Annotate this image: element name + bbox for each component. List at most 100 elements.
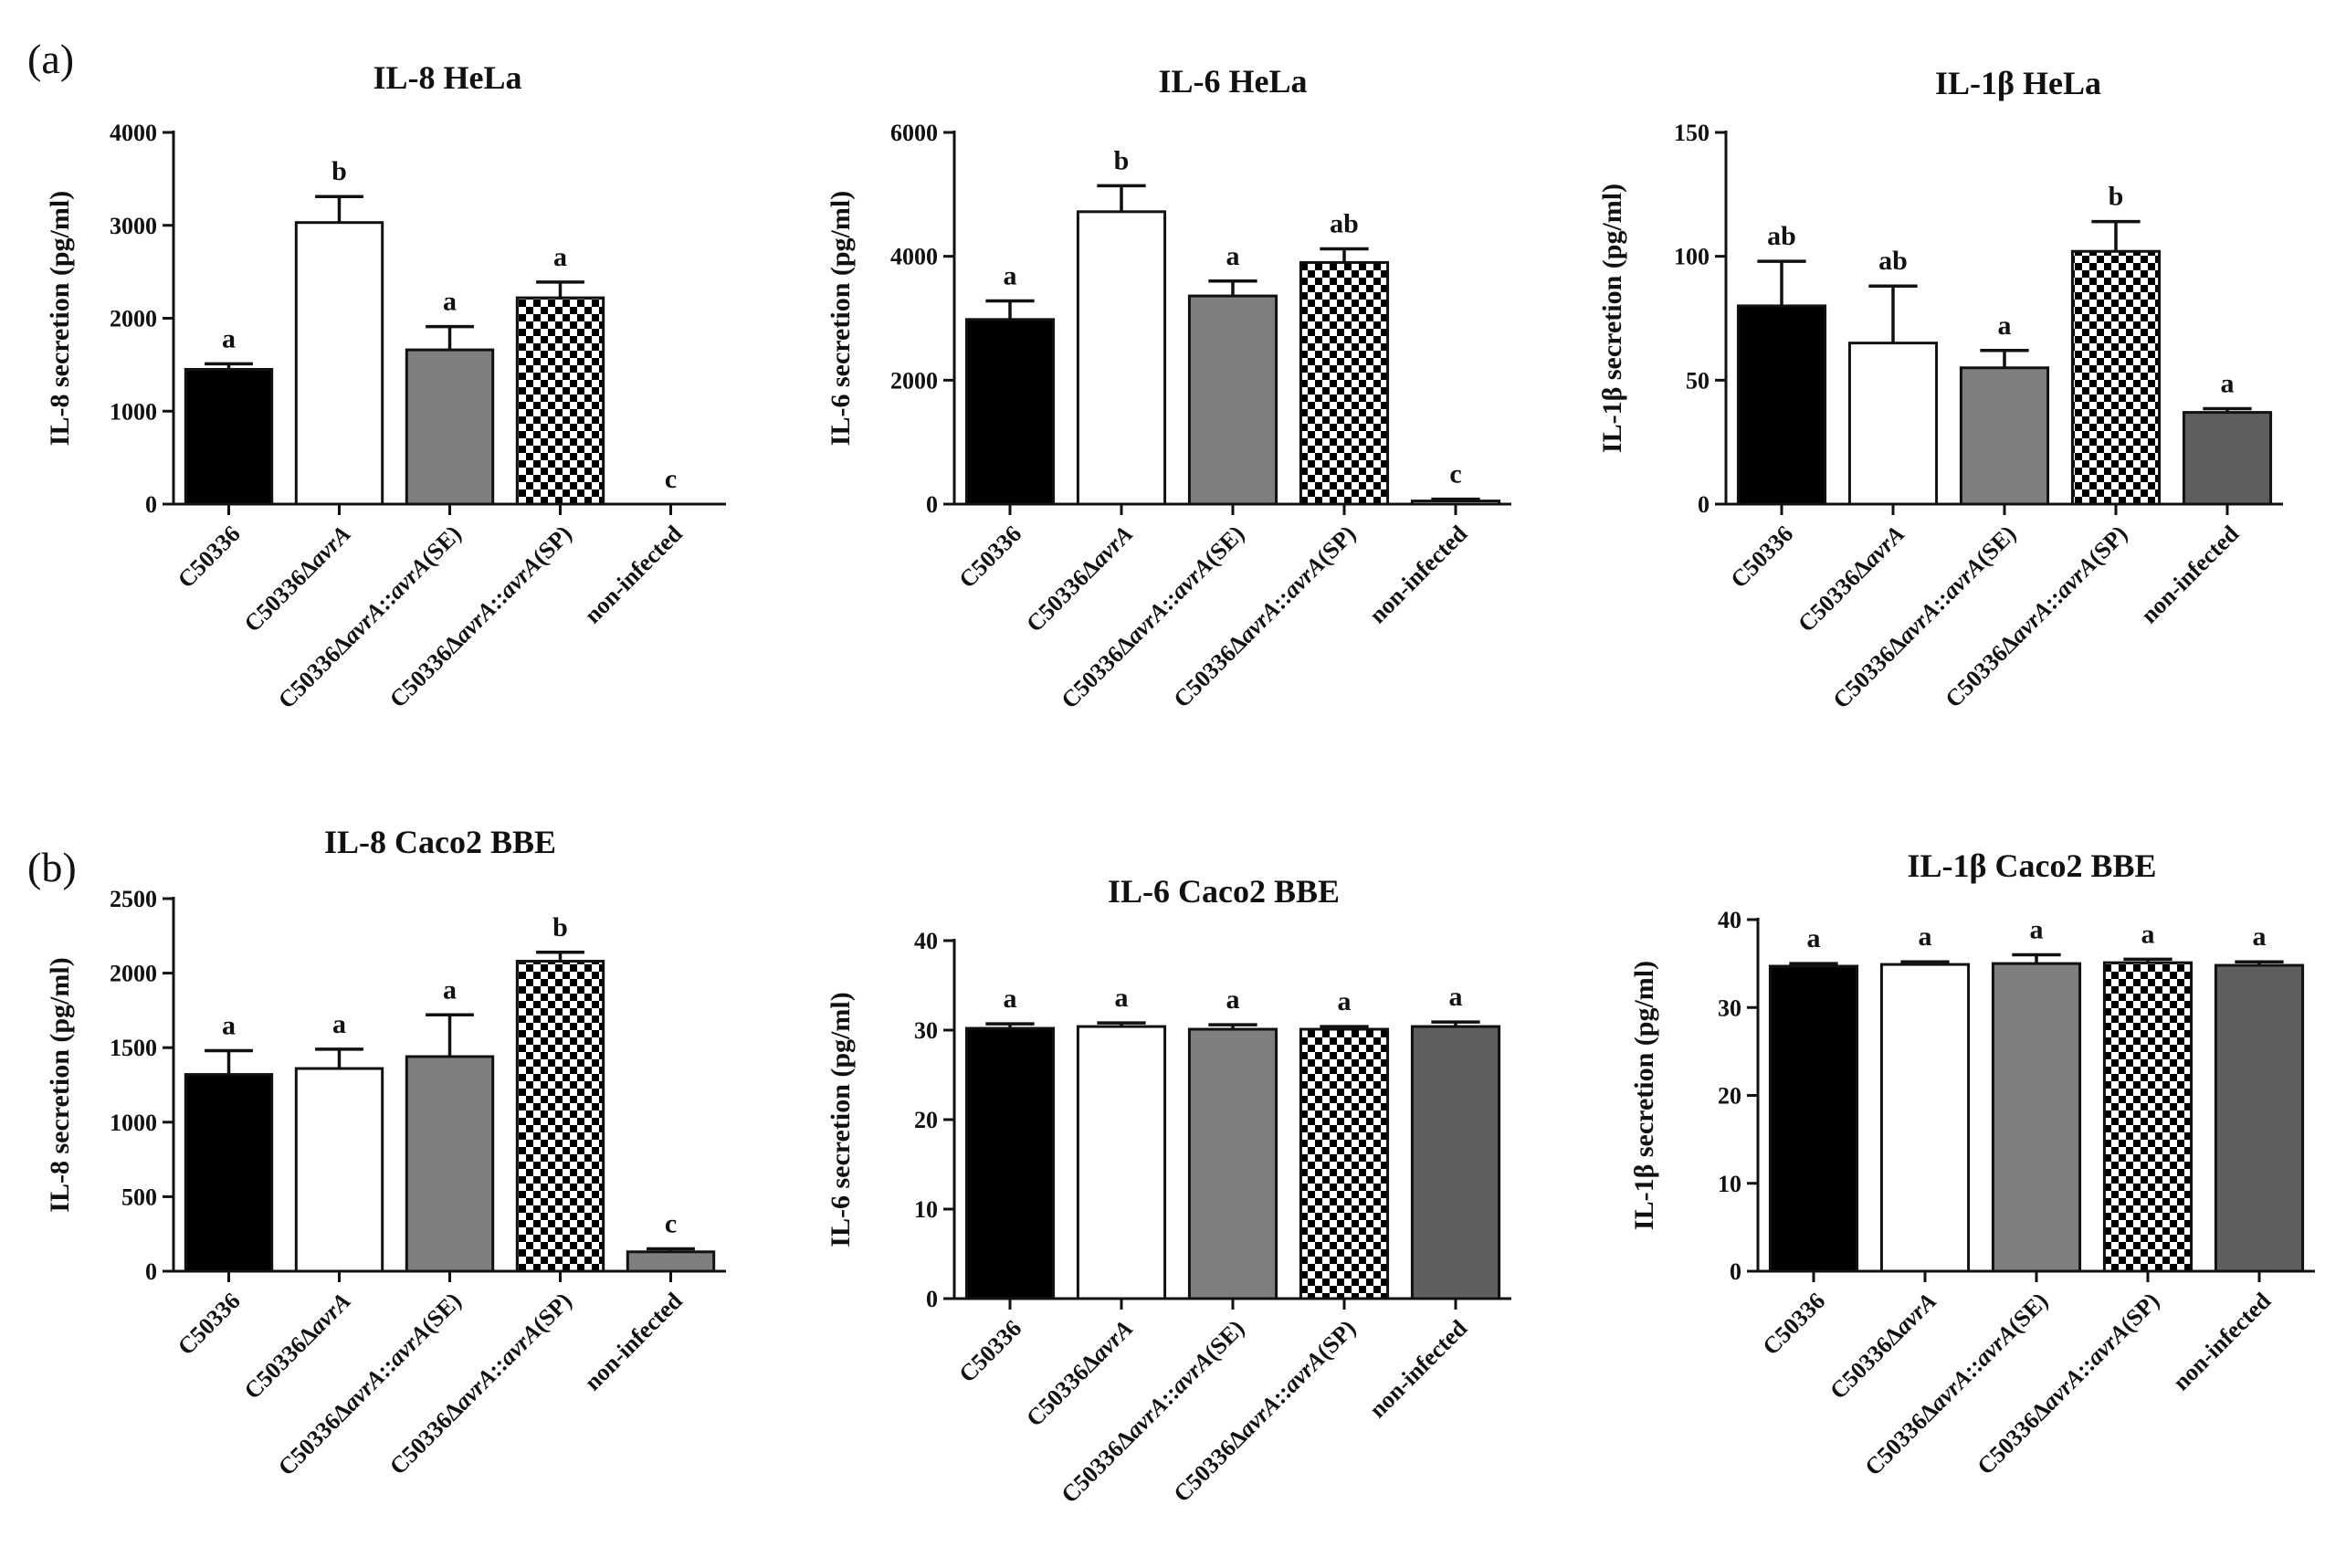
significance-label: a <box>2221 369 2235 399</box>
bar <box>1187 294 1278 506</box>
category-label: non-infected <box>1364 520 1473 628</box>
bar <box>405 348 495 506</box>
category-label: non-infected <box>2136 520 2245 628</box>
bar <box>1768 964 1859 1273</box>
y-tick-label: 20 <box>1718 1083 1741 1110</box>
bar <box>1847 342 1939 506</box>
y-tick-label: 0 <box>1730 1258 1741 1285</box>
category-label: C50336ΔavrA::avrA(SE) <box>273 1288 467 1481</box>
bar <box>1410 500 1501 506</box>
y-axis-label: IL-6 secretion (pg/ml) <box>826 191 856 446</box>
chart-title: IL-6 Caco2 BBE <box>1108 873 1340 910</box>
significance-label: ab <box>1767 221 1796 251</box>
significance-label: b <box>552 912 568 942</box>
y-tick-label: 10 <box>1718 1171 1741 1197</box>
category-label: C50336ΔavrA::avrA(SP) <box>1940 521 2132 713</box>
significance-label: a <box>1226 984 1240 1015</box>
y-axis-label: IL-8 secretion (pg/ml) <box>45 191 75 446</box>
bar <box>1076 210 1167 506</box>
y-tick-label: 2000 <box>110 306 157 332</box>
significance-label: ab <box>1878 246 1908 276</box>
y-tick-label: 0 <box>145 1258 157 1285</box>
panel-label-b: (b) <box>27 844 77 890</box>
category-label: non-infected <box>579 520 688 628</box>
significance-label: c <box>665 464 677 494</box>
y-tick-label: 40 <box>914 928 938 954</box>
y-tick-label: 4000 <box>890 244 938 270</box>
significance-label: a <box>553 242 567 272</box>
bar <box>515 960 605 1273</box>
category-label: C50336 <box>953 521 1026 594</box>
significance-label: a <box>222 1010 236 1040</box>
bar <box>964 1026 1056 1300</box>
significance-label: a <box>1919 921 1932 952</box>
y-tick-label: 50 <box>1686 367 1710 394</box>
significance-label: a <box>1807 923 1821 953</box>
category-label: C50336ΔavrA <box>1825 1288 1941 1405</box>
bar <box>294 1067 384 1273</box>
significance-label: b <box>1114 145 1130 175</box>
y-tick-label: 1000 <box>110 398 157 425</box>
bar <box>2214 963 2305 1273</box>
y-tick-label: 2500 <box>110 886 157 912</box>
bar <box>626 1250 716 1273</box>
chart-title: IL-1β Caco2 BBE <box>1908 847 2157 884</box>
significance-label: a <box>1004 261 1017 291</box>
significance-label: a <box>222 323 236 353</box>
y-tick-label: 3000 <box>110 213 157 239</box>
bar <box>515 296 605 506</box>
chart-title: IL-8 Caco2 BBE <box>324 824 556 860</box>
category-label: non-infected <box>579 1287 688 1395</box>
y-tick-label: 30 <box>1718 994 1741 1021</box>
category-label: C50336 <box>1757 1288 1830 1361</box>
y-tick-label: 4000 <box>110 120 157 146</box>
bar <box>1410 1025 1501 1300</box>
chart-2: IL-6 HeLa IL-6 secretion (pg/ml) 0 2000 4000… <box>826 63 1511 714</box>
category-label: C50336ΔavrA::avrA(SP) <box>384 1288 577 1480</box>
category-label: C50336ΔavrA::avrA(SE) <box>1056 1315 1249 1509</box>
y-tick-label: 500 <box>121 1184 157 1210</box>
significance-label: c <box>665 1209 677 1239</box>
chart-5: IL-6 Caco2 BBE IL-6 secretion (pg/ml) 0 10 2… <box>826 873 1511 1509</box>
significance-label: a <box>1338 986 1352 1016</box>
category-label: C50336 <box>173 521 246 594</box>
significance-label: a <box>332 1009 346 1039</box>
y-tick-label: 30 <box>914 1017 938 1044</box>
y-axis-label: IL-1β secretion (pg/ml) <box>1597 184 1627 453</box>
y-axis-label: IL-1β secretion (pg/ml) <box>1629 961 1659 1230</box>
bar <box>1076 1025 1167 1300</box>
category-label: C50336ΔavrA::avrA(SP) <box>384 521 577 713</box>
bar <box>1736 304 1827 506</box>
significance-label: c <box>1449 459 1461 489</box>
y-tick-label: 0 <box>926 491 938 518</box>
y-tick-label: 6000 <box>890 120 938 146</box>
bar <box>184 1073 274 1273</box>
bar <box>294 221 384 506</box>
significance-label: b <box>2109 182 2124 212</box>
category-label: C50336 <box>1725 521 1798 594</box>
category-label: C50336ΔavrA <box>239 521 356 637</box>
bar <box>964 318 1056 506</box>
bar <box>1299 1027 1390 1300</box>
category-label: C50336ΔavrA::avrA(SE) <box>1056 521 1249 714</box>
y-tick-label: 100 <box>1674 244 1710 270</box>
y-tick-label: 20 <box>914 1107 938 1133</box>
significance-label: a <box>1449 982 1463 1012</box>
category-label: non-infected <box>2168 1287 2277 1395</box>
bar <box>1299 260 1390 506</box>
category-label: C50336 <box>953 1315 1026 1388</box>
panel-label-a: (a) <box>27 36 74 82</box>
bar <box>184 367 274 506</box>
bar <box>1959 366 2050 506</box>
significance-label: a <box>1115 983 1129 1013</box>
y-tick-label: 10 <box>914 1196 938 1223</box>
chart-title: IL-6 HeLa <box>1158 63 1307 100</box>
category-label: C50336ΔavrA::avrA(SP) <box>1168 1315 1361 1508</box>
significance-label: a <box>2253 921 2267 952</box>
chart-3: IL-1β HeLa IL-1β secretion (pg/ml) 0 50 100 1… <box>1597 65 2283 714</box>
category-label: C50336ΔavrA::avrA(SP) <box>1168 521 1361 713</box>
significance-label: a <box>1998 310 2012 341</box>
category-label: C50336ΔavrA::avrA(SE) <box>1827 521 2021 714</box>
